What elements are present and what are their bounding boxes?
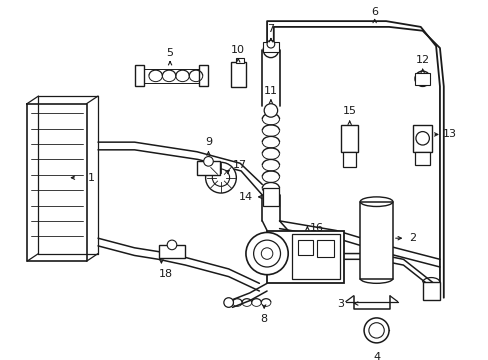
Text: 6: 6 bbox=[370, 6, 377, 17]
Circle shape bbox=[264, 104, 277, 117]
Circle shape bbox=[364, 318, 388, 343]
Circle shape bbox=[263, 42, 278, 58]
Circle shape bbox=[253, 240, 280, 267]
Text: 17: 17 bbox=[233, 160, 247, 170]
Text: 14: 14 bbox=[239, 192, 252, 202]
Bar bbox=[340, 125, 358, 152]
Bar bbox=[297, 240, 312, 256]
Circle shape bbox=[415, 132, 428, 145]
Text: 1: 1 bbox=[88, 173, 95, 183]
Text: 4: 4 bbox=[372, 352, 379, 360]
Circle shape bbox=[414, 71, 429, 86]
Text: 2: 2 bbox=[408, 233, 416, 243]
Bar bbox=[158, 245, 185, 258]
Bar bbox=[263, 42, 278, 52]
Bar bbox=[291, 234, 339, 279]
Circle shape bbox=[224, 298, 233, 307]
Text: 15: 15 bbox=[342, 107, 356, 116]
Text: 3: 3 bbox=[337, 298, 344, 309]
Bar bbox=[236, 58, 244, 63]
Bar bbox=[414, 73, 429, 85]
Bar bbox=[316, 240, 334, 257]
Text: 7: 7 bbox=[267, 24, 274, 34]
Circle shape bbox=[205, 162, 236, 193]
Bar bbox=[342, 152, 356, 167]
Bar bbox=[422, 282, 439, 300]
Text: 13: 13 bbox=[442, 130, 456, 139]
Bar bbox=[360, 202, 392, 279]
Text: 11: 11 bbox=[264, 86, 277, 96]
Circle shape bbox=[368, 323, 384, 338]
Circle shape bbox=[261, 248, 272, 259]
Circle shape bbox=[203, 157, 213, 166]
Text: 8: 8 bbox=[260, 314, 267, 324]
Circle shape bbox=[212, 169, 229, 186]
Bar bbox=[230, 62, 245, 87]
Circle shape bbox=[245, 233, 287, 275]
Bar bbox=[134, 65, 144, 86]
Text: 12: 12 bbox=[415, 55, 429, 64]
Bar bbox=[412, 125, 431, 152]
Bar bbox=[414, 152, 429, 165]
Circle shape bbox=[266, 40, 274, 48]
Text: 18: 18 bbox=[159, 269, 173, 279]
Text: 9: 9 bbox=[204, 137, 212, 147]
Bar bbox=[199, 65, 208, 86]
Text: 10: 10 bbox=[231, 45, 245, 55]
Bar bbox=[263, 188, 278, 206]
Bar bbox=[197, 161, 220, 175]
Circle shape bbox=[167, 240, 177, 250]
Text: 5: 5 bbox=[166, 48, 173, 58]
Text: 16: 16 bbox=[309, 222, 324, 233]
Bar bbox=[266, 230, 343, 283]
